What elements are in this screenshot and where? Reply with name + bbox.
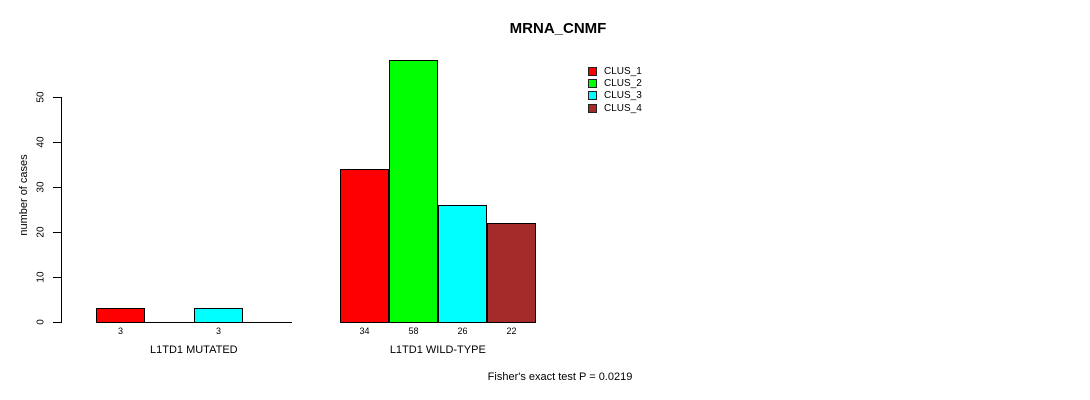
bar-clus_1-2 <box>340 169 389 323</box>
y-tick-mark <box>53 96 61 98</box>
legend-swatch-icon <box>588 91 597 101</box>
y-tick-mark <box>53 186 61 188</box>
y-axis-label: number of cases <box>18 154 30 236</box>
fisher-test-annotation: Fisher's exact test P = 0.0219 <box>487 371 633 383</box>
bar-value-label: 26 <box>457 326 468 336</box>
legend-label: CLUS_2 <box>604 77 642 89</box>
y-tick-mark <box>53 322 61 323</box>
legend-item-clus_1: CLUS_1 <box>588 65 642 77</box>
bar-value-label: 3 <box>117 326 124 336</box>
bar-clus_4-2 <box>487 223 536 323</box>
y-tick-mark <box>53 141 61 143</box>
legend-item-clus_2: CLUS_2 <box>588 77 642 89</box>
bar-clus_1-1 <box>96 308 145 323</box>
y-tick-label: 0 <box>35 319 47 325</box>
group-label-2: L1TD1 WILD-TYPE <box>389 344 486 356</box>
bar-value-label: 58 <box>408 326 419 336</box>
y-tick-mark <box>53 231 61 233</box>
y-tick-label: 10 <box>35 271 47 283</box>
legend-label: CLUS_3 <box>604 90 642 102</box>
legend-label: CLUS_1 <box>604 65 642 77</box>
bar-value-label: 22 <box>506 326 517 336</box>
y-axis-line <box>61 96 62 323</box>
chart-title: MRNA_CNMF <box>509 20 607 37</box>
legend-swatch-icon <box>588 103 597 113</box>
y-tick-label: 30 <box>35 181 47 193</box>
legend-label: CLUS_4 <box>604 102 642 114</box>
bar-clus_3-1 <box>194 308 243 323</box>
bar-value-label: 34 <box>359 326 370 336</box>
legend-item-clus_3: CLUS_3 <box>588 90 642 102</box>
y-tick-mark <box>53 276 61 278</box>
legend-item-clus_4: CLUS_4 <box>588 102 642 114</box>
bar-clus_3-2 <box>438 205 487 323</box>
y-tick-label: 50 <box>35 90 47 103</box>
bar-value-label: 3 <box>215 326 222 336</box>
legend: CLUS_1 CLUS_2 CLUS_3 CLUS_4 <box>588 65 642 114</box>
y-tick-label: 40 <box>35 136 47 148</box>
legend-swatch-icon <box>588 78 597 88</box>
y-tick-label: 20 <box>35 226 47 238</box>
group-label-1: L1TD1 MUTATED <box>149 344 238 356</box>
bar-clus_2-2 <box>389 60 438 323</box>
legend-swatch-icon <box>588 66 597 76</box>
